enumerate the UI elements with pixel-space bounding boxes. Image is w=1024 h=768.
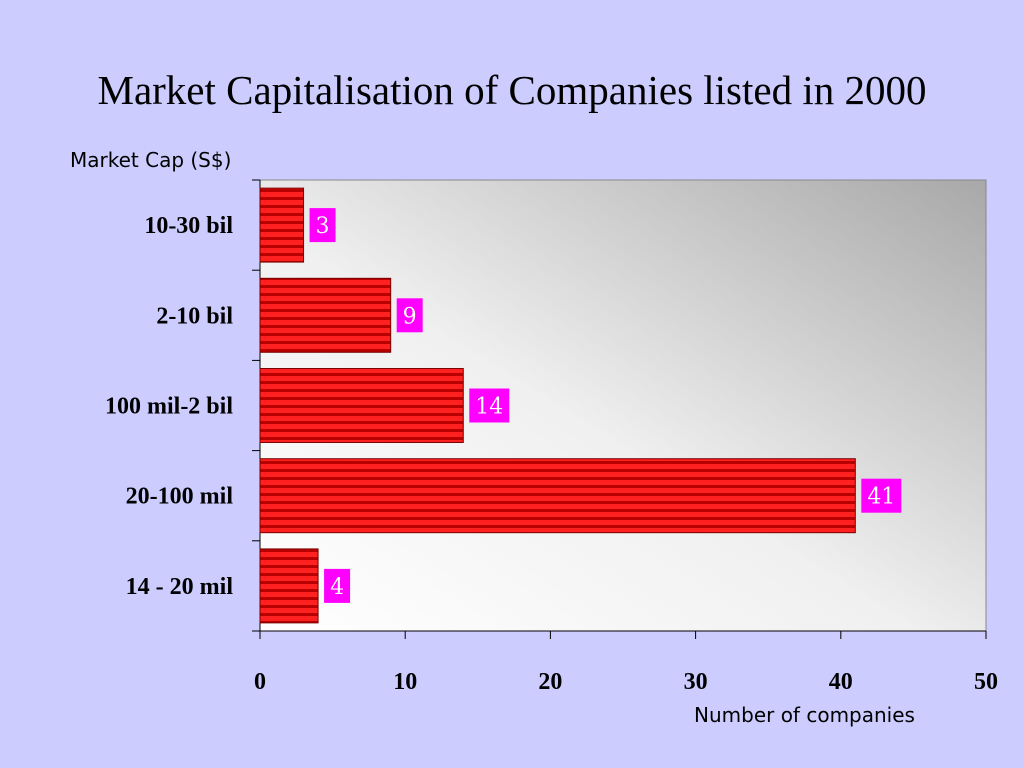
data-label: 4 [330, 575, 344, 600]
category-label: 20-100 mil [126, 484, 234, 510]
bar [259, 187, 305, 263]
bar [259, 548, 319, 624]
x-tick-label: 50 [974, 669, 998, 695]
data-label-box [324, 568, 351, 603]
data-label: 9 [403, 304, 417, 329]
x-tick-label: 0 [254, 669, 266, 695]
data-label-box [309, 208, 336, 243]
data-label-box [861, 478, 902, 513]
category-label: 14 - 20 mil [126, 574, 234, 600]
data-label: 3 [316, 214, 330, 239]
data-label-box [396, 298, 423, 333]
bar [259, 458, 856, 534]
bar [259, 368, 464, 443]
category-label: 100 mil-2 bil [105, 394, 233, 420]
data-label-box [469, 388, 510, 423]
x-tick-label: 20 [538, 669, 562, 695]
x-tick-label: 30 [684, 669, 708, 695]
data-label: 41 [867, 485, 895, 510]
bar [259, 277, 392, 353]
x-tick-label: 40 [829, 669, 853, 695]
chart-title: Market Capitalisation of Companies liste… [97, 67, 927, 113]
category-label: 2-10 bil [156, 303, 233, 329]
y-axis-label: Market Cap (S$) [70, 148, 232, 172]
x-tick-label: 10 [393, 669, 417, 695]
category-label: 10-30 bil [144, 213, 233, 239]
data-label: 14 [475, 395, 503, 420]
x-axis-label: Number of companies [694, 703, 915, 727]
